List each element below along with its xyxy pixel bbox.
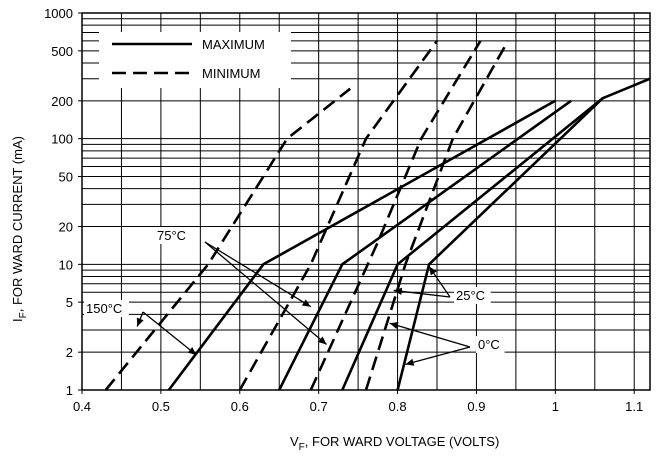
y-axis-label: IF, FOR WARD CURRENT (mA) xyxy=(10,136,29,322)
series-line-solid xyxy=(278,99,572,391)
annotation-arrow xyxy=(204,241,312,308)
y-tick-label: 1 xyxy=(66,383,73,398)
plot-frame xyxy=(81,12,651,391)
x-tick-label: 0.4 xyxy=(73,399,91,414)
annotation-arrow xyxy=(136,311,144,327)
series-line-solid xyxy=(396,97,604,391)
temperature-label: 150°C xyxy=(86,301,122,316)
legend-label-maximum: MAXIMUM xyxy=(202,37,265,52)
y-tick-label: 100 xyxy=(51,132,73,147)
temperature-label: 0°C xyxy=(478,337,500,352)
x-tick-label: 1.1 xyxy=(625,399,643,414)
annotation-arrow xyxy=(389,322,471,348)
y-tick-label: 5 xyxy=(66,295,73,310)
x-tick-label: 0.8 xyxy=(389,399,407,414)
temperature-label-bg xyxy=(155,227,192,244)
series-line-dashed xyxy=(238,40,439,391)
x-axis-label-rest: , FOR WARD VOLTAGE (VOLTS) xyxy=(305,434,500,449)
series-line-dashed xyxy=(309,40,482,391)
y-tick-label: 200 xyxy=(51,94,73,109)
legend: MAXIMUM MINIMUM xyxy=(99,32,291,88)
annotation-arrow xyxy=(428,266,451,298)
series-line-solid xyxy=(167,99,556,391)
temperature-label: 25°C xyxy=(456,288,485,303)
y-tick-label: 20 xyxy=(59,220,73,235)
y-axis-label-rest: , FOR WARD CURRENT (mA) xyxy=(10,136,25,312)
temperature-label-bg xyxy=(84,300,129,317)
annotation-arrow xyxy=(393,287,451,298)
y-tick-label: 2 xyxy=(66,345,73,360)
x-axis-label-sub: F xyxy=(299,442,305,453)
y-tick-label: 1000 xyxy=(44,6,73,21)
series-line-solid xyxy=(341,77,651,391)
x-tick-label: 1 xyxy=(552,399,559,414)
x-axis-label-main: V xyxy=(290,434,299,449)
y-tick-label: 10 xyxy=(59,257,73,272)
temperature-label: 75°C xyxy=(157,228,186,243)
x-tick-label: 0.5 xyxy=(152,399,170,414)
y-tick-label: 500 xyxy=(51,44,73,59)
temperature-label-bg xyxy=(476,336,505,353)
axis-ticks: 0.4 0.5 0.6 0.7 0.8 0.9 1 1.1 1 2 5 10 20 50 100 200 500… xyxy=(44,6,643,414)
temperature-label-bg xyxy=(454,287,491,304)
series-line-dashed xyxy=(364,40,510,391)
x-tick-label: 0.6 xyxy=(231,399,249,414)
annotation-arrow xyxy=(142,311,197,356)
annotation-arrow xyxy=(405,346,471,366)
x-tick-label: 0.9 xyxy=(467,399,485,414)
grid xyxy=(82,13,650,390)
legend-label-minimum: MINIMUM xyxy=(202,66,261,81)
y-axis-label-sub: F xyxy=(18,312,29,318)
legend-box xyxy=(99,32,291,88)
y-tick-label: 50 xyxy=(59,169,73,184)
annotations: 150°C 75°C 25°C 0°C xyxy=(84,227,505,366)
series-group xyxy=(104,40,651,391)
annotation-arrow xyxy=(204,241,327,346)
x-axis-label: VF, FOR WARD VOLTAGE (VOLTS) xyxy=(290,434,499,453)
x-tick-label: 0.7 xyxy=(310,399,328,414)
series-line-dashed xyxy=(104,87,352,391)
y-axis-label-main: I xyxy=(10,318,25,322)
